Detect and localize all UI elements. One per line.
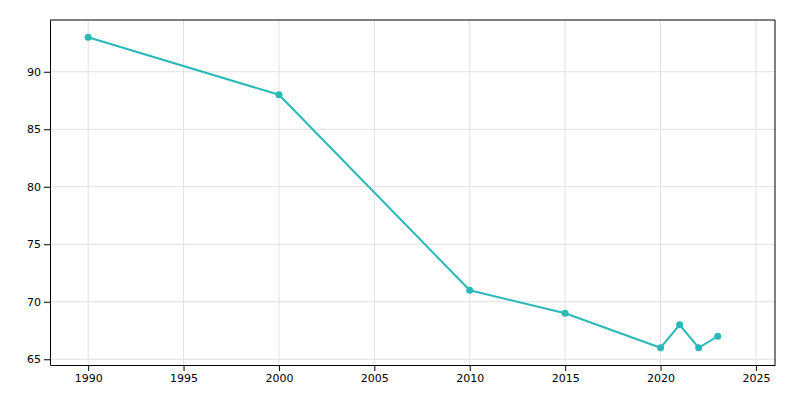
y-tick-label: 65 (27, 353, 41, 366)
grid-line-x (278, 20, 279, 365)
y-tick: 70 (27, 296, 50, 309)
y-tick-label: 80 (27, 181, 41, 194)
grid-line-y (50, 186, 775, 187)
point (695, 344, 702, 351)
x-tick-label: 2010 (456, 372, 484, 385)
y-tick-label: 75 (27, 238, 41, 251)
x-tick: 1990 (75, 365, 103, 385)
axis-line (50, 21, 51, 366)
point (657, 344, 664, 351)
point (466, 287, 473, 294)
y-tick: 75 (27, 238, 50, 251)
x-tick: 2025 (742, 365, 770, 385)
x-tick: 2015 (552, 365, 580, 385)
y-tick: 80 (27, 181, 50, 194)
y-tick-mark (44, 302, 50, 303)
y-tick-label: 90 (27, 66, 41, 79)
grid-line-y (50, 244, 775, 245)
x-tick-mark (470, 365, 471, 371)
grid-line-x (183, 20, 184, 365)
point (714, 333, 721, 340)
x-tick-label: 2015 (552, 372, 580, 385)
y-tick-mark (44, 244, 50, 245)
grid-line-y (50, 71, 775, 72)
x-tick-mark (565, 365, 566, 371)
x-axis: 1990 1995 2000 2005 2010 2015 2020 2025 (51, 365, 776, 385)
grid-line-y (50, 359, 775, 360)
chart: 1990 1995 2000 2005 2010 2015 2020 2025 65 70 75 80… (0, 0, 800, 400)
grid-line-x (88, 20, 89, 365)
x-tick-label: 1995 (170, 372, 198, 385)
x-tick: 2000 (265, 365, 293, 385)
grid-line-y (50, 129, 775, 130)
y-tick-mark (44, 359, 50, 360)
x-tick-mark (279, 365, 280, 371)
y-tick: 65 (27, 353, 50, 366)
point (85, 34, 92, 41)
y-tick: 90 (27, 66, 50, 79)
line (88, 37, 718, 348)
y-tick-label: 85 (27, 123, 41, 136)
axis-line (51, 365, 776, 366)
x-tick-label: 2025 (742, 372, 770, 385)
x-tick: 2005 (361, 365, 389, 385)
x-tick: 1995 (170, 365, 198, 385)
x-tick-mark (661, 365, 662, 371)
y-tick-mark (44, 72, 50, 73)
x-tick-label: 1990 (75, 372, 103, 385)
marks (85, 34, 722, 352)
x-tick: 2010 (456, 365, 484, 385)
point (275, 91, 282, 98)
plot-frame (50, 20, 775, 21)
x-tick-mark (374, 365, 375, 371)
y-tick-label: 70 (27, 296, 41, 309)
x-tick-mark (88, 365, 89, 371)
x-tick-mark (756, 365, 757, 371)
x-tick-label: 2000 (265, 372, 293, 385)
x-tick: 2020 (647, 365, 675, 385)
x-tick-label: 2005 (361, 372, 389, 385)
grid-line-y (50, 301, 775, 302)
y-tick: 85 (27, 123, 50, 136)
y-axis: 65 70 75 80 85 90 (27, 21, 51, 367)
x-tick-label: 2020 (647, 372, 675, 385)
grid-line-x (469, 20, 470, 365)
grid (50, 20, 775, 365)
y-tick-mark (44, 187, 50, 188)
x-tick-mark (184, 365, 185, 371)
plot: 1990 1995 2000 2005 2010 2015 2020 2025 65 70 75 80… (27, 20, 776, 385)
point (676, 321, 683, 328)
point (562, 310, 569, 317)
grid-line-x (755, 20, 756, 365)
grid-line-x (660, 20, 661, 365)
y-tick-mark (44, 129, 50, 130)
plot-frame (775, 20, 776, 365)
